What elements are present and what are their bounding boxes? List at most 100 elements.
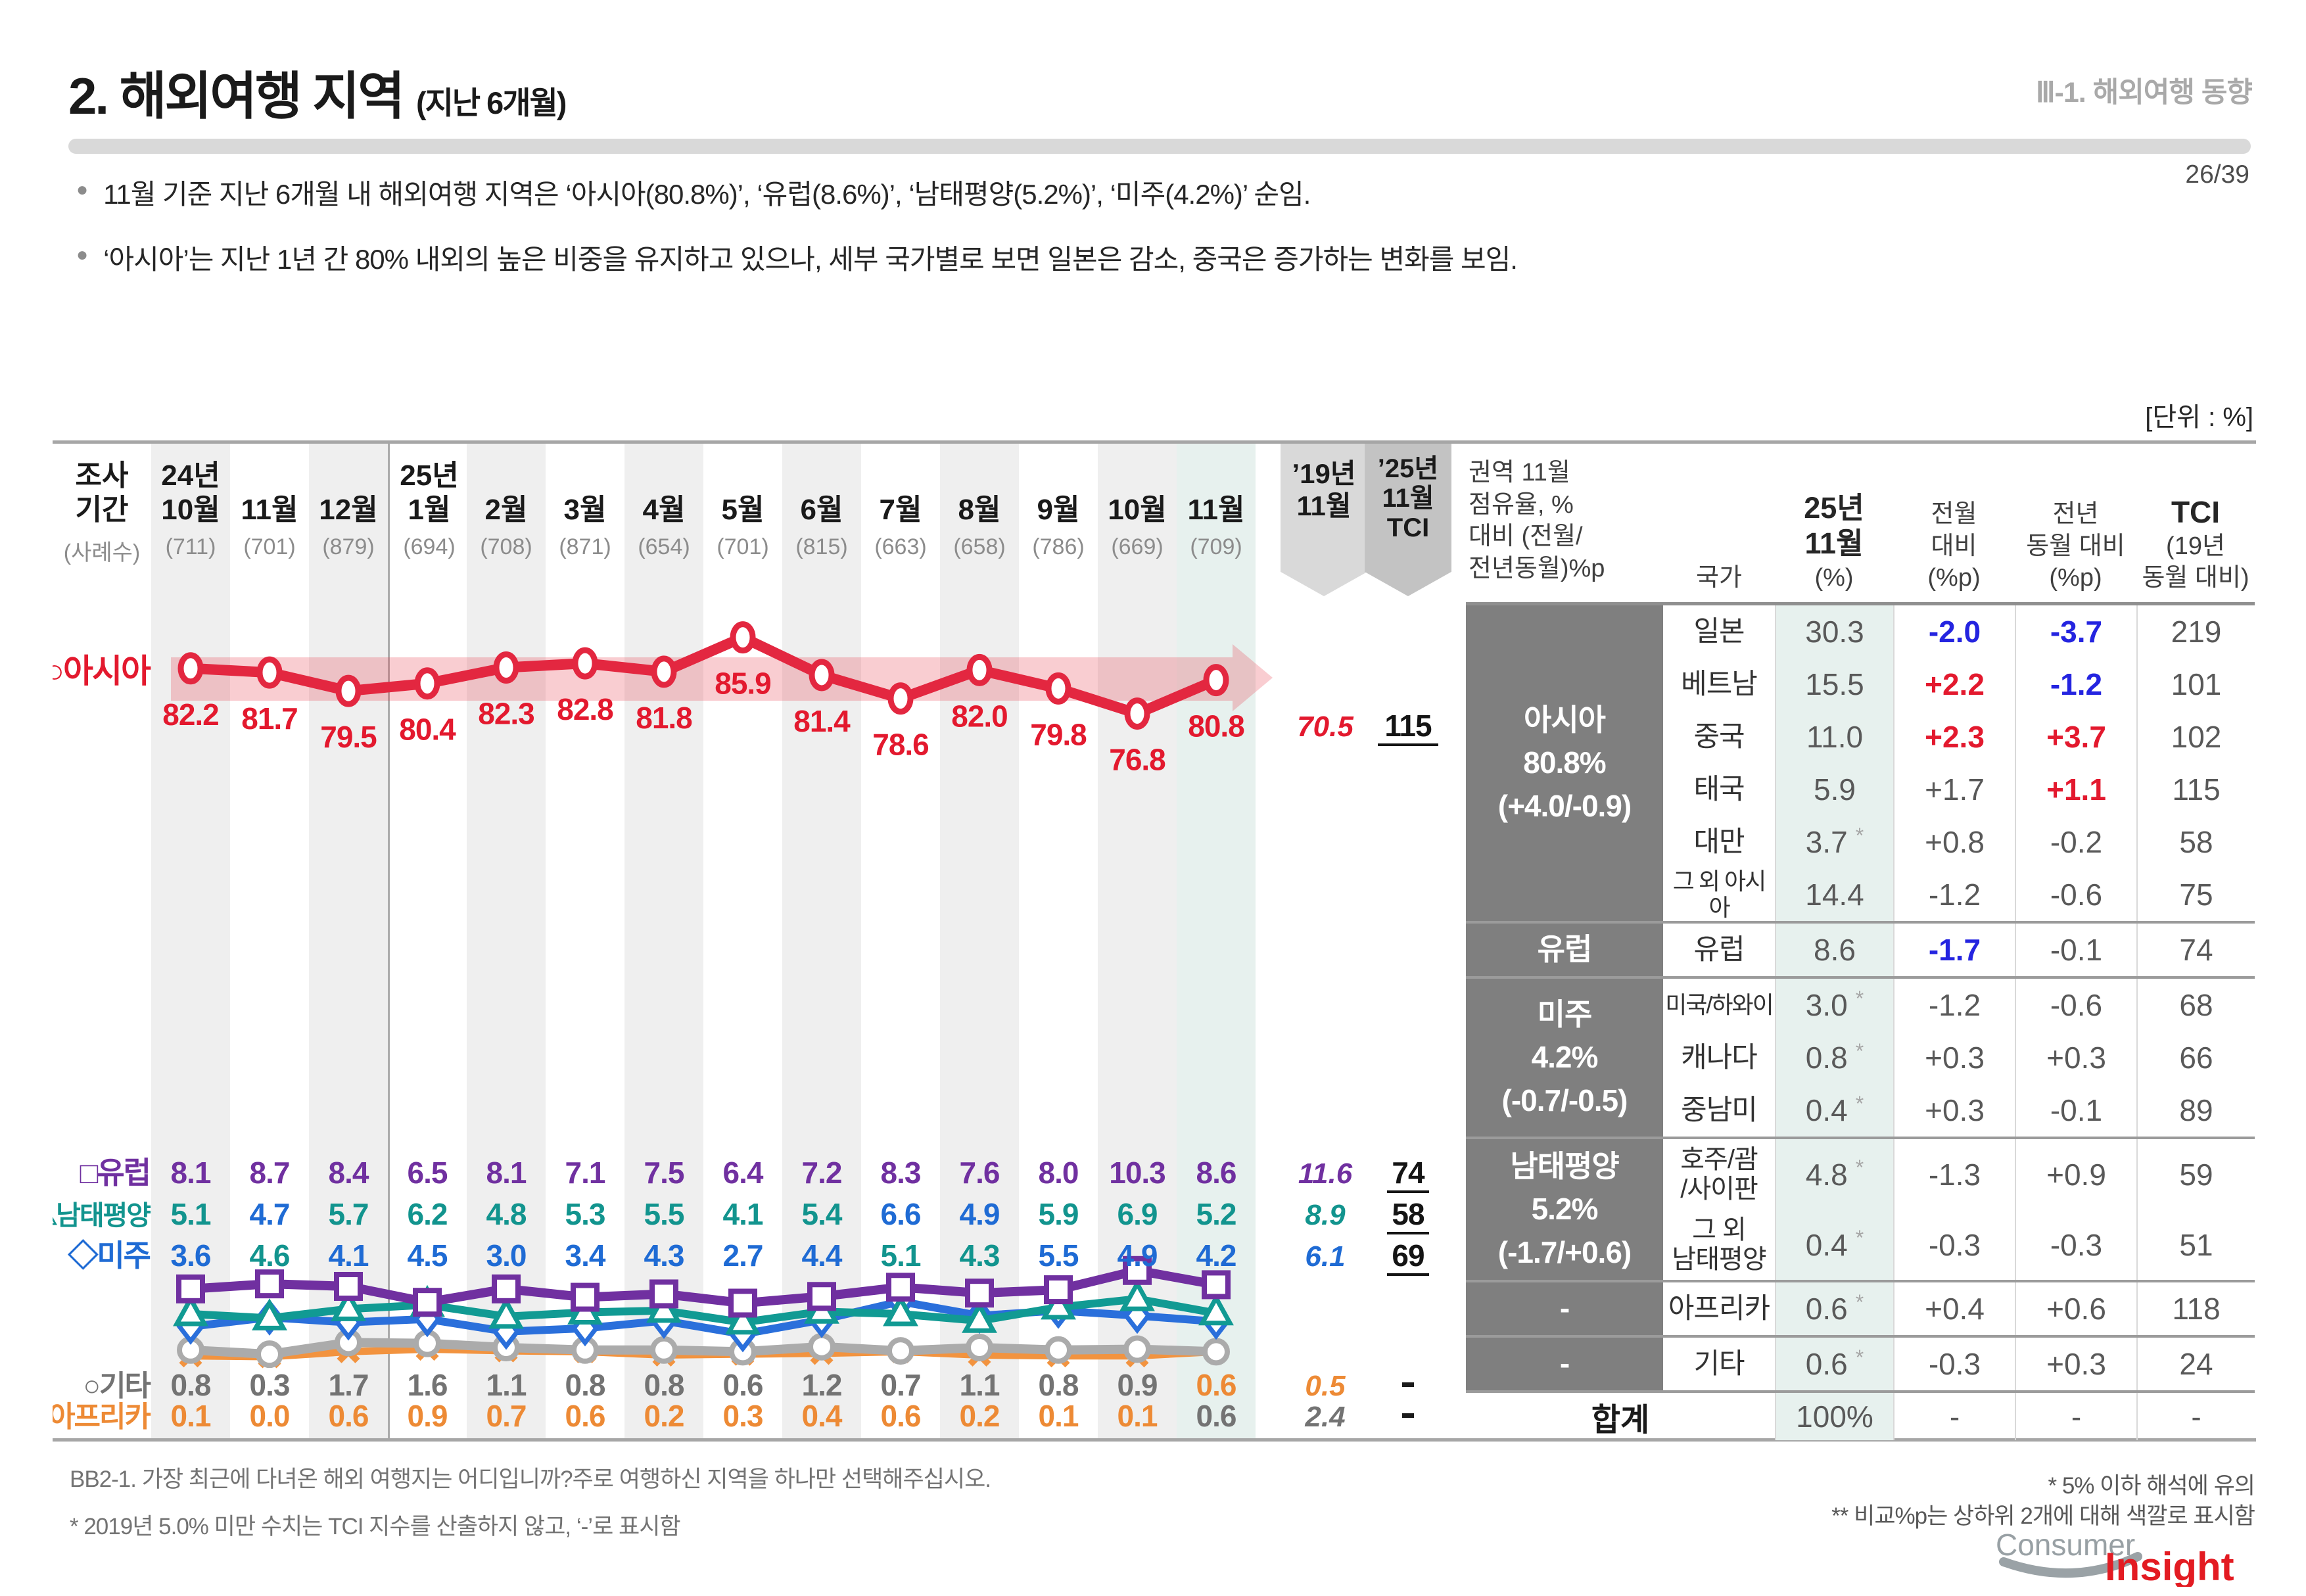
svg-text:0.1: 0.1 [1039, 1399, 1079, 1433]
svg-text:8.1: 8.1 [486, 1156, 527, 1190]
summary-bullets: ● 11월 기준 지난 6개월 내 해외여행 지역은 ‘아시아(80.8%)’,… [76, 172, 1518, 302]
asterisk-note: * [1855, 1226, 1864, 1250]
svg-text:7.2: 7.2 [802, 1156, 842, 1190]
svg-text:0.8: 0.8 [644, 1368, 684, 1402]
page-number: 26/39 [2185, 160, 2249, 189]
svg-text:5.2: 5.2 [1196, 1197, 1236, 1231]
table-col-header-5: TCI (19년 동월 대비) [2142, 494, 2249, 592]
country-cell: 그 외 아시아 [1672, 867, 1766, 921]
yoy-cell: +0.6 [2015, 1282, 2136, 1335]
mom-cell: -1.2 [1893, 868, 2015, 921]
legend-africa: ×아프리카 [53, 1401, 151, 1433]
title-divider [68, 139, 2251, 154]
svg-text:6.2: 6.2 [408, 1197, 448, 1231]
table-header-row: 권역 11월 점유율, % 대비 (전월/ 전년동월)%p 국가 25년 11월 (%… [1466, 444, 2255, 605]
top-rule [53, 440, 2256, 444]
country-cell: 중국 [1693, 720, 1745, 753]
month-column-1: 11월 (701) [230, 444, 309, 1438]
month-column-10: 8월 (658) [940, 444, 1019, 1438]
ref-2019-column-header: ’19년 11월 [1281, 444, 1367, 596]
yoy-cell: -1.2 [2015, 658, 2136, 711]
svg-text:7.6: 7.6 [960, 1156, 1000, 1190]
logo-canvas: Consumer Insight [1996, 1528, 2234, 1589]
svg-text:79.8: 79.8 [1030, 717, 1087, 751]
svg-text:69: 69 [1392, 1238, 1424, 1273]
bullet-text: ‘아시아’는 지난 1년 간 80% 내외의 높은 비중을 유지하고 있으나, … [103, 244, 1518, 275]
svg-text:5.1: 5.1 [881, 1238, 921, 1273]
svg-text:6.5: 6.5 [408, 1156, 448, 1190]
svg-text:5.9: 5.9 [1039, 1197, 1079, 1231]
month-label: 8월 [958, 494, 1001, 526]
country-cell: 그 외 남태평양 [1672, 1215, 1766, 1274]
tci-cell: 58 [2136, 816, 2255, 868]
page-title-suffix: (지난 6개월) [415, 85, 567, 120]
svg-text:0.3: 0.3 [723, 1399, 763, 1433]
sample-size: (711) [165, 534, 216, 559]
share-cell: 0.8 * [1775, 1031, 1893, 1084]
sample-size: (786) [1032, 534, 1085, 559]
share-cell: 0.4 * [1775, 1084, 1893, 1137]
mom-cell: +1.7 [1893, 763, 2015, 816]
svg-text:8.7: 8.7 [250, 1156, 290, 1190]
month-label: 2월 [484, 494, 528, 526]
yoy-cell: -0.6 [2015, 979, 2136, 1031]
svg-text:0.2: 0.2 [960, 1399, 1000, 1433]
svg-text:3.0: 3.0 [486, 1238, 527, 1273]
svg-text:7.1: 7.1 [565, 1156, 605, 1190]
svg-text:0.9: 0.9 [1118, 1368, 1158, 1402]
table-col-header-4: 전년 동월 대비 (%p) [2026, 500, 2125, 592]
svg-text:4.3: 4.3 [644, 1238, 684, 1273]
svg-text:8.1: 8.1 [171, 1156, 211, 1190]
svg-text:8.3: 8.3 [881, 1156, 921, 1190]
yoy-cell: +1.1 [2015, 763, 2136, 816]
legend-pacific: △남태평양 [53, 1200, 151, 1231]
tci-cell: 59 [2136, 1139, 2255, 1209]
month-column-5: 3월 (871) [546, 444, 624, 1438]
svg-text:0.7: 0.7 [486, 1399, 527, 1433]
svg-text:0.6: 0.6 [723, 1368, 763, 1402]
legend-asia: ○아시아 [53, 653, 151, 690]
svg-text:4.3: 4.3 [960, 1238, 1000, 1273]
month-column-0: 24년 10월 (711) [151, 444, 230, 1438]
month-label: 11월 [241, 494, 298, 526]
country-cell: 아프리카 [1668, 1292, 1770, 1325]
svg-text:8.6: 8.6 [1196, 1156, 1236, 1190]
mom-cell: -2.0 [1893, 605, 2015, 658]
share-cell: 3.7 * [1775, 816, 1893, 868]
question-footnote: BB2-1. 가장 최근에 다녀온 해외 여행지는 어디입니까?주로 여행하신 … [70, 1467, 991, 1492]
month-label: 12월 [319, 494, 378, 526]
tci-cell: 68 [2136, 979, 2255, 1031]
chart-canvas: 82.2 81.7 79.5 80.4 82.3 82.8 81.8 85.9 81.4 78.6… [53, 621, 1438, 1433]
svg-text:79.5: 79.5 [320, 720, 377, 754]
sample-size: (871) [559, 534, 611, 559]
region-cell: 아시아 80.8% (+4.0/-0.9) [1466, 605, 1663, 921]
svg-text:0.7: 0.7 [881, 1368, 921, 1402]
svg-text:4.2: 4.2 [1196, 1238, 1236, 1273]
month-label: 5월 [721, 494, 765, 526]
yoy-cell: -0.6 [2015, 868, 2136, 921]
sample-size: (701) [243, 534, 296, 559]
svg-text:1.7: 1.7 [329, 1368, 369, 1402]
mom-cell: +2.2 [1893, 658, 2015, 711]
sample-size: (879) [322, 534, 375, 559]
tci-cell: 115 [2136, 763, 2255, 816]
svg-text:2.7: 2.7 [723, 1238, 763, 1273]
sample-size: (694) [403, 534, 456, 559]
svg-text:58: 58 [1392, 1197, 1424, 1231]
table-col-header-3: 전월 대비 (%p) [1927, 500, 1981, 592]
svg-text:82.8: 82.8 [557, 692, 613, 726]
svg-text:10.3: 10.3 [1109, 1156, 1165, 1190]
svg-text:4.5: 4.5 [408, 1238, 448, 1273]
yoy-cell: -0.2 [2015, 816, 2136, 868]
x-axis-header: 조사 기간 (사례수) [53, 444, 151, 601]
svg-text:7.5: 7.5 [644, 1156, 684, 1190]
svg-text:115: 115 [1384, 709, 1432, 743]
region-cell: - [1466, 1282, 1663, 1335]
svg-text:76.8: 76.8 [1109, 743, 1165, 777]
tci-cell: 51 [2136, 1209, 2255, 1280]
logo-insight-text: Insight [2105, 1545, 2234, 1587]
share-cell: 8.6 [1775, 924, 1893, 976]
sample-size: (709) [1190, 534, 1242, 559]
svg-text:4.8: 4.8 [486, 1197, 527, 1231]
total-label-cell: 합계 [1591, 1403, 1650, 1438]
